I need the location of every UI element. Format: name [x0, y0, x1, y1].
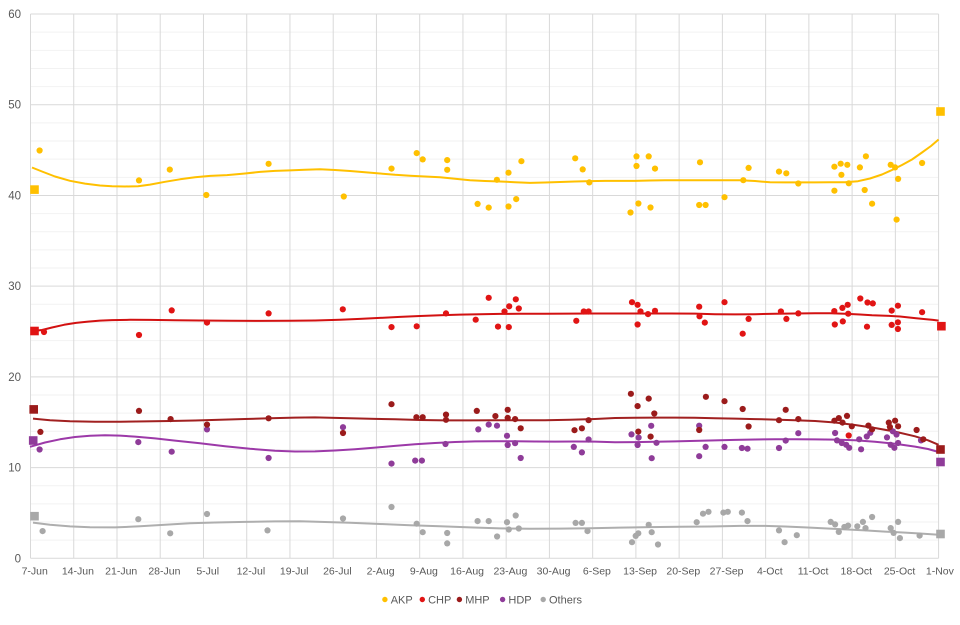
svg-text:AKP: AKP — [391, 595, 413, 607]
svg-text:25-Oct: 25-Oct — [884, 566, 916, 578]
svg-text:10: 10 — [8, 463, 21, 475]
svg-text:23-Aug: 23-Aug — [493, 566, 527, 578]
svg-text:16-Aug: 16-Aug — [450, 566, 484, 578]
svg-text:7-Jun: 7-Jun — [22, 566, 48, 578]
svg-text:4-Oct: 4-Oct — [757, 566, 783, 578]
svg-text:26-Jul: 26-Jul — [323, 566, 352, 578]
svg-text:HDP: HDP — [508, 595, 531, 607]
svg-text:11-Oct: 11-Oct — [798, 566, 829, 578]
svg-text:Others: Others — [549, 595, 583, 607]
svg-text:60: 60 — [8, 9, 21, 21]
svg-text:30-Aug: 30-Aug — [537, 566, 571, 578]
svg-text:CHP: CHP — [428, 595, 451, 607]
svg-text:20: 20 — [8, 372, 21, 384]
svg-text:MHP: MHP — [465, 595, 489, 607]
svg-text:21-Jun: 21-Jun — [105, 566, 137, 578]
svg-text:40: 40 — [8, 191, 21, 203]
svg-text:28-Jun: 28-Jun — [148, 566, 180, 578]
svg-text:50: 50 — [8, 100, 21, 112]
svg-text:12-Jul: 12-Jul — [237, 566, 266, 578]
svg-text:2-Aug: 2-Aug — [367, 566, 395, 578]
svg-text:0: 0 — [15, 553, 21, 565]
svg-text:14-Jun: 14-Jun — [62, 566, 94, 578]
svg-text:20-Sep: 20-Sep — [666, 566, 700, 578]
svg-text:1-Nov: 1-Nov — [926, 566, 955, 578]
svg-text:30: 30 — [8, 281, 21, 293]
svg-text:13-Sep: 13-Sep — [623, 566, 657, 578]
svg-text:27-Sep: 27-Sep — [710, 566, 744, 578]
svg-text:18-Oct: 18-Oct — [841, 566, 873, 578]
svg-text:6-Sep: 6-Sep — [583, 566, 611, 578]
svg-text:5-Jul: 5-Jul — [196, 566, 219, 578]
svg-text:19-Jul: 19-Jul — [280, 566, 309, 578]
svg-text:9-Aug: 9-Aug — [410, 566, 438, 578]
